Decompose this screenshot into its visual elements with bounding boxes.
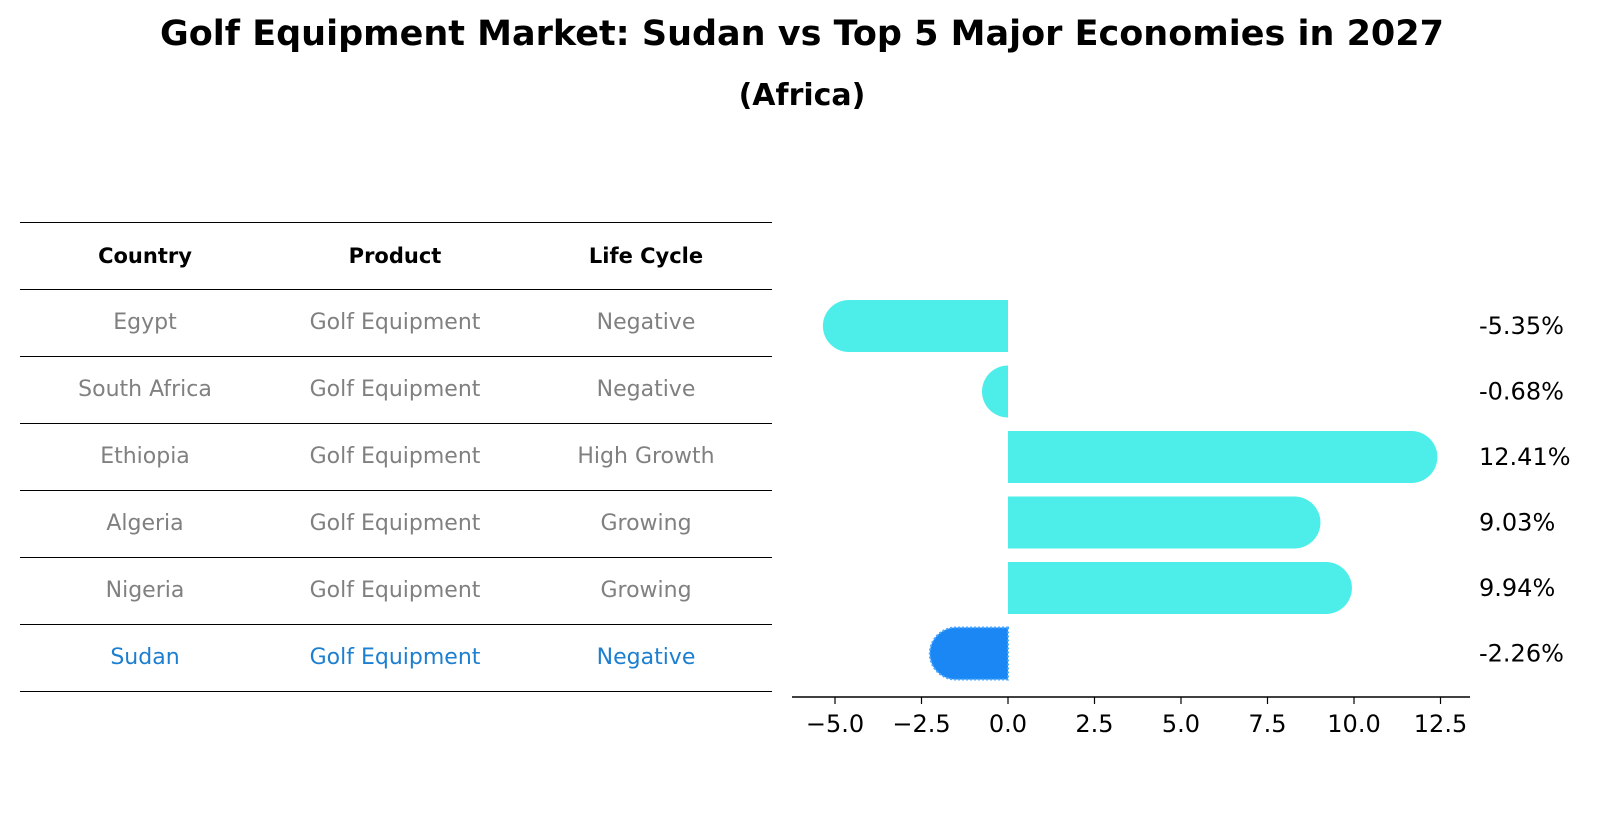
bar xyxy=(822,300,1008,352)
data-label: -2.26% xyxy=(1479,640,1564,668)
bar xyxy=(1008,562,1352,614)
x-tick-label: 10.0 xyxy=(1327,710,1380,738)
x-tick-label: 7.5 xyxy=(1248,710,1286,738)
table-header-row: Country Product Life Cycle xyxy=(20,222,772,289)
x-tick-label: 12.5 xyxy=(1414,710,1467,738)
table-row: Algeria Golf Equipment Growing xyxy=(20,490,772,557)
x-tick-label: 2.5 xyxy=(1075,710,1113,738)
x-tick-label: −5.0 xyxy=(806,710,864,738)
life-cycle-cell: Growing xyxy=(600,511,692,536)
country-table: Country Product Life Cycle Egypt Golf Eq… xyxy=(20,222,772,692)
table-row: Ethiopia Golf Equipment High Growth xyxy=(20,423,772,490)
country-cell: Sudan xyxy=(110,645,180,670)
country-cell: Nigeria xyxy=(105,578,185,603)
product-cell: Golf Equipment xyxy=(309,444,481,469)
product-cell: Golf Equipment xyxy=(309,645,481,670)
bar xyxy=(982,365,1008,418)
header-country: Country xyxy=(98,244,192,268)
country-cell: Ethiopia xyxy=(100,444,190,469)
chart-title: Golf Equipment Market: Sudan vs Top 5 Ma… xyxy=(160,14,1444,54)
life-cycle-cell: High Growth xyxy=(577,444,715,469)
data-label: 9.94% xyxy=(1479,574,1555,602)
table-row-highlighted: Sudan Golf Equipment Negative xyxy=(20,624,772,692)
header-life-cycle: Life Cycle xyxy=(588,244,704,268)
product-cell: Golf Equipment xyxy=(309,377,481,402)
x-tick-label: 0.0 xyxy=(989,710,1027,738)
data-label: -0.68% xyxy=(1479,378,1564,406)
bar xyxy=(1008,496,1321,549)
data-label: 12.41% xyxy=(1479,443,1571,471)
header-product: Product xyxy=(348,244,442,268)
data-label: -5.35% xyxy=(1479,312,1564,340)
bar xyxy=(1008,431,1438,483)
life-cycle-cell: Negative xyxy=(596,310,696,335)
product-cell: Golf Equipment xyxy=(309,578,481,603)
life-cycle-cell: Negative xyxy=(596,645,696,670)
country-cell: South Africa xyxy=(78,377,212,402)
country-cell: Egypt xyxy=(113,310,177,335)
x-tick-label: −2.5 xyxy=(892,710,950,738)
table-row: South Africa Golf Equipment Negative xyxy=(20,356,772,423)
table-row: Nigeria Golf Equipment Growing xyxy=(20,557,772,624)
product-cell: Golf Equipment xyxy=(309,511,481,536)
life-cycle-cell: Growing xyxy=(600,578,692,603)
x-tick-label: 5.0 xyxy=(1162,710,1200,738)
product-cell: Golf Equipment xyxy=(309,310,481,335)
data-label: 9.03% xyxy=(1479,509,1555,537)
bar-highlighted xyxy=(928,626,1009,681)
country-cell: Algeria xyxy=(106,511,184,536)
chart-subtitle: (Africa) xyxy=(738,78,866,113)
table-row: Egypt Golf Equipment Negative xyxy=(20,289,772,356)
life-cycle-cell: Negative xyxy=(596,377,696,402)
